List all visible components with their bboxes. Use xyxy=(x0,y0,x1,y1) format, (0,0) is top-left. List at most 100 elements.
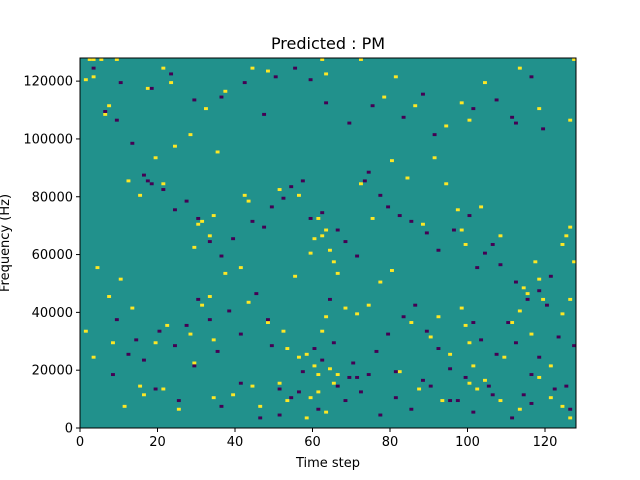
heatmap xyxy=(80,58,577,428)
heatmap-cell-positive xyxy=(331,260,336,264)
heatmap-cell-positive xyxy=(285,347,290,350)
heatmap-cell-negative xyxy=(269,205,274,209)
heatmap-cell-positive xyxy=(467,341,472,345)
heatmap-cell-positive xyxy=(517,66,522,70)
heatmap-cell-negative xyxy=(572,344,577,348)
y-tick-label: 20000 xyxy=(32,364,73,379)
heatmap-cell-positive xyxy=(537,375,542,379)
heatmap-cell-positive xyxy=(118,277,123,281)
heatmap-cell-negative xyxy=(386,332,391,336)
heatmap-cell-positive xyxy=(161,387,166,391)
x-axis-label: Time step xyxy=(295,456,360,471)
heatmap-cell-negative xyxy=(262,112,267,116)
heatmap-cell-negative xyxy=(196,216,201,220)
heatmap-cell-positive xyxy=(548,396,553,400)
heatmap-cell-positive xyxy=(440,399,445,403)
x-tick-label: 20 xyxy=(149,435,166,450)
heatmap-cell-negative xyxy=(293,66,298,70)
heatmap-cell-negative xyxy=(335,228,340,232)
heatmap-cell-positive xyxy=(436,315,441,319)
heatmap-cell-negative xyxy=(297,390,301,394)
heatmap-cell-negative xyxy=(277,387,282,391)
heatmap-cell-negative xyxy=(475,266,480,270)
heatmap-cell-positive xyxy=(560,243,565,246)
heatmap-cell-negative xyxy=(355,375,360,379)
heatmap-cell-positive xyxy=(211,214,216,218)
heatmap-cell-positive xyxy=(192,361,197,365)
heatmap-cell-positive xyxy=(165,323,170,327)
heatmap-cell-positive xyxy=(541,297,546,301)
heatmap-cell-positive xyxy=(316,390,321,394)
heatmap-cell-negative xyxy=(142,173,146,177)
heatmap-cell-positive xyxy=(246,300,251,304)
heatmap-cell-positive xyxy=(142,393,146,397)
heatmap-cell-positive xyxy=(188,133,193,137)
heatmap-cell-positive xyxy=(328,248,332,252)
heatmap-cell-positive xyxy=(463,323,468,327)
heatmap-cell-positive xyxy=(467,118,472,122)
heatmap-cell-positive xyxy=(211,338,216,342)
axes-frame xyxy=(79,57,577,429)
heatmap-cell-negative xyxy=(463,375,468,379)
heatmap-cell-negative xyxy=(432,133,437,137)
heatmap-cell-positive xyxy=(207,234,212,238)
heatmap-cell-positive xyxy=(432,156,437,160)
heatmap-cell-positive xyxy=(537,107,542,111)
heatmap-cell-positive xyxy=(324,72,329,76)
heatmap-cell-positive xyxy=(521,286,526,290)
heatmap-cell-negative xyxy=(161,188,166,192)
heatmap-cell-positive xyxy=(529,332,534,336)
heatmap-cell-negative xyxy=(207,240,212,244)
heatmap-cell-negative xyxy=(409,219,414,223)
heatmap-cell-negative xyxy=(529,401,534,405)
heatmap-cell-negative xyxy=(424,329,429,333)
heatmap-cell-positive xyxy=(444,124,449,128)
x-tick-label: 40 xyxy=(227,435,244,450)
y-tick-label: 80000 xyxy=(32,190,73,205)
x-axis-ticks: 0 20 40 60 80 100 120 xyxy=(76,428,557,450)
heatmap-cell-negative xyxy=(401,315,406,319)
heatmap-cell-negative xyxy=(184,199,189,203)
heatmap-cell-negative xyxy=(320,358,325,362)
heatmap-cell-negative xyxy=(142,358,146,362)
heatmap-cell-positive xyxy=(560,404,565,408)
heatmap-cell-negative xyxy=(343,240,348,244)
heatmap-cell-positive xyxy=(87,58,92,61)
heatmap-cell-positive xyxy=(223,271,228,275)
heatmap-cell-negative xyxy=(506,321,511,324)
heatmap-cell-positive xyxy=(320,58,325,61)
heatmap-cell-negative xyxy=(409,407,414,411)
heatmap-cell-negative xyxy=(537,355,542,359)
heatmap-cell-negative xyxy=(494,352,499,356)
heatmap-cell-positive xyxy=(107,104,112,108)
heatmap-cell-negative xyxy=(316,407,321,411)
heatmap-cell-negative xyxy=(184,323,189,327)
heatmap-cell-positive xyxy=(525,292,530,296)
y-tick-label: 0 xyxy=(65,422,73,437)
heatmap-cell-negative xyxy=(219,404,224,408)
heatmap-cell-positive xyxy=(316,373,321,377)
heatmap-cell-negative xyxy=(262,225,267,229)
y-axis-ticks: 0 20000 40000 60000 80000 100000 120000 xyxy=(23,75,80,437)
heatmap-cell-negative xyxy=(421,378,425,382)
heatmap-cell-negative xyxy=(207,318,212,322)
heatmap-cell-negative xyxy=(397,214,402,218)
heatmap-cell-positive xyxy=(200,303,205,307)
heatmap-cell-negative xyxy=(452,228,456,232)
heatmap-cell-negative xyxy=(254,292,259,296)
heatmap-cell-negative xyxy=(91,66,96,70)
heatmap-cell-positive xyxy=(114,58,119,61)
heatmap-cell-positive xyxy=(564,234,569,238)
heatmap-cell-negative xyxy=(114,318,119,322)
heatmap-cell-positive xyxy=(572,58,577,61)
heatmap-cell-negative xyxy=(448,367,453,371)
heatmap-cell-positive xyxy=(192,245,197,249)
heatmap-cell-positive xyxy=(312,237,317,241)
heatmap-cell-negative xyxy=(312,347,317,350)
heatmap-cell-positive xyxy=(207,295,212,298)
heatmap-cell-negative xyxy=(169,72,174,76)
heatmap-cell-negative xyxy=(366,373,371,377)
y-tick-label: 100000 xyxy=(23,132,73,147)
heatmap-cell-positive xyxy=(459,306,464,310)
heatmap-cell-positive xyxy=(533,260,538,264)
